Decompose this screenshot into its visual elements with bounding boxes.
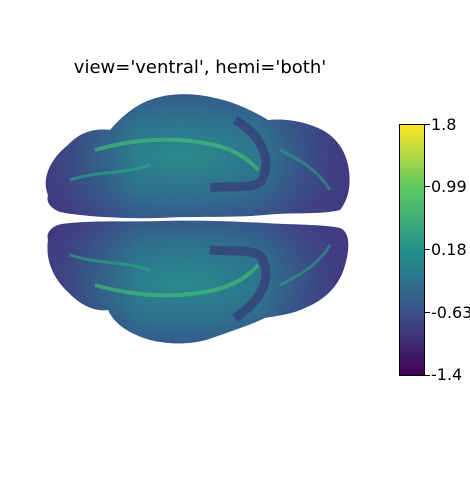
upper-hemisphere-shading — [45, 94, 350, 219]
colorbar-label-max: 1.8 — [431, 115, 457, 134]
colorbar-tick-min — [425, 375, 430, 376]
colorbar-tick-4 — [425, 312, 430, 313]
brain-surface-plot — [45, 94, 350, 344]
lower-sulcus-dark — [209, 245, 271, 322]
upper-sulcus-bright — [94, 137, 260, 172]
figure-title: view='ventral', hemi='both' — [73, 57, 327, 78]
colorbar-tick-2 — [425, 186, 430, 187]
upper-sulcus-mid — [69, 163, 151, 182]
lower-hemisphere — [47, 220, 349, 344]
colorbar-label-3: 0.18 — [431, 240, 467, 259]
colorbar-tick-3 — [425, 249, 430, 250]
colorbar-label-4: -0.63 — [431, 303, 470, 322]
lower-hemisphere-shading — [47, 220, 349, 344]
upper-sulcus-dark — [209, 116, 271, 193]
lower-sulcus-mid — [69, 253, 151, 272]
colorbar-tick-max — [425, 124, 430, 125]
lower-sulcus-right — [279, 244, 332, 287]
colorbar — [399, 124, 425, 376]
colorbar-label-2: 0.99 — [431, 177, 467, 196]
upper-sulcus-right — [279, 148, 332, 191]
colorbar-label-min: -1.4 — [431, 365, 463, 384]
lower-sulcus-bright — [94, 263, 260, 298]
upper-hemisphere — [45, 94, 350, 219]
